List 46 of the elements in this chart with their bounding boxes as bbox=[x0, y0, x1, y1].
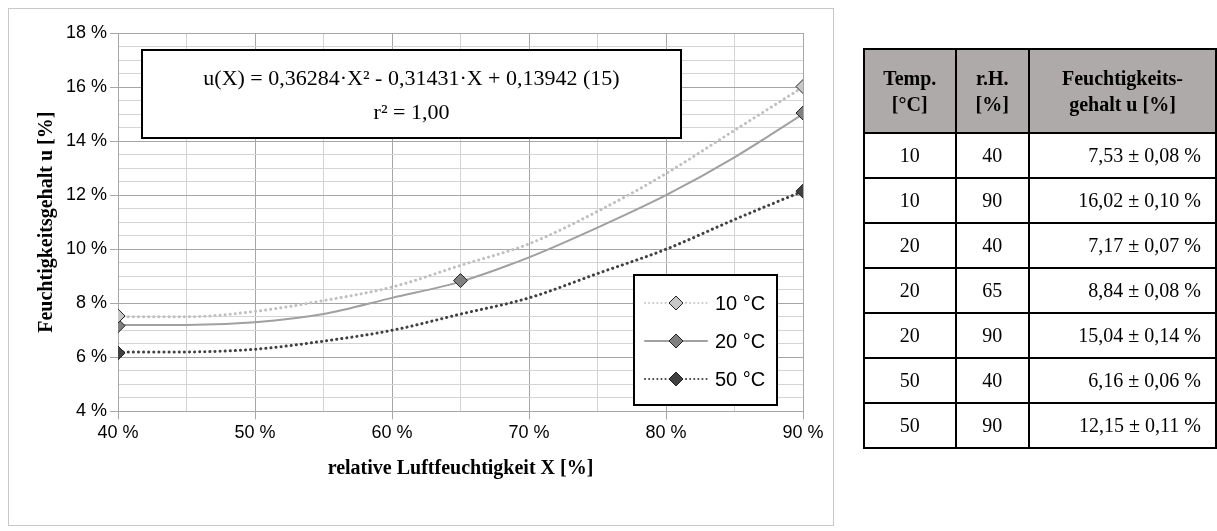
y-tick-label: 12 % bbox=[66, 184, 108, 205]
text: 20 bbox=[864, 313, 956, 358]
text: 8,84 ± 0,08 % bbox=[1028, 268, 1216, 313]
text: 6,16 ± 0,06 % bbox=[1028, 358, 1216, 403]
text: 40 bbox=[955, 223, 1029, 268]
text: r.H. [%] bbox=[955, 49, 1029, 133]
text: 50 bbox=[864, 358, 956, 403]
x-axis-title: relative Luftfeuchtigkeit X [%] bbox=[327, 456, 594, 480]
x-tick-label: 90 % bbox=[782, 422, 824, 443]
y-axis-title: Feuchtigkeitsgehalt u [%] bbox=[34, 111, 58, 333]
text: 90 bbox=[955, 403, 1029, 448]
text: Temp. [°C] bbox=[864, 49, 956, 133]
text: 90 bbox=[955, 313, 1029, 358]
text: 90 bbox=[955, 178, 1029, 223]
text: 20 bbox=[864, 223, 956, 268]
text: 12,15 ± 0,11 % bbox=[1028, 403, 1216, 448]
text: 7,17 ± 0,07 % bbox=[1028, 223, 1216, 268]
text: 16,02 ± 0,10 % bbox=[1028, 178, 1216, 223]
x-tick-label: 40 % bbox=[97, 422, 139, 443]
text-box: u(X) = 0,36284·X² - 0,31431·X + 0,13942 (15) r² = 1,00 bbox=[141, 49, 682, 139]
text: 50 bbox=[864, 403, 956, 448]
text: 65 bbox=[955, 268, 1029, 313]
y-tick-label: 18 % bbox=[66, 21, 108, 42]
y-tick-label: 6 % bbox=[76, 346, 108, 367]
x-tick-label: 80 % bbox=[645, 422, 687, 443]
text: 15,04 ± 0,14 % bbox=[1028, 313, 1216, 358]
y-tick-label: 8 % bbox=[76, 292, 108, 313]
text: 7,53 ± 0,08 % bbox=[1028, 133, 1216, 178]
text: Feuchtigkeits- gehalt u [%] bbox=[1028, 49, 1216, 133]
legend-label: 20 °C bbox=[715, 329, 766, 353]
x-tick-label: 60 % bbox=[371, 422, 413, 443]
annotation: u(X) = 0,36284·X² - 0,31431·X + 0,13942 (15) bbox=[202, 64, 621, 92]
x-tick-label: 50 % bbox=[234, 422, 276, 443]
y-tick-label: 10 % bbox=[66, 238, 108, 259]
annotation: r² = 1,00 bbox=[372, 98, 451, 126]
y-tick-label: 14 % bbox=[66, 130, 108, 151]
y-tick-label: 16 % bbox=[66, 76, 108, 97]
y-tick-label: 4 % bbox=[76, 400, 108, 421]
text: 40 bbox=[955, 133, 1029, 178]
text: 40 bbox=[955, 358, 1029, 403]
legend-label: 50 °C bbox=[715, 367, 766, 391]
text: 10 bbox=[864, 178, 956, 223]
legend-label: 10 °C bbox=[715, 291, 766, 315]
text: 10 bbox=[864, 133, 956, 178]
x-tick-label: 70 % bbox=[508, 422, 550, 443]
text: 20 bbox=[864, 268, 956, 313]
